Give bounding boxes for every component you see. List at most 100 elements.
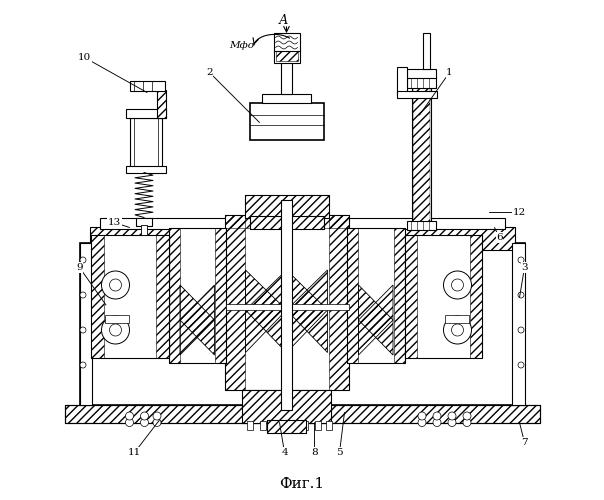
Bar xyxy=(126,108,165,118)
Text: 4: 4 xyxy=(281,448,288,457)
Bar xyxy=(512,242,524,405)
Bar xyxy=(141,225,147,235)
Circle shape xyxy=(80,257,86,263)
Text: Мфо: Мфо xyxy=(230,40,254,50)
Text: 6: 6 xyxy=(496,233,503,242)
Circle shape xyxy=(518,292,524,298)
Bar xyxy=(407,76,436,88)
Circle shape xyxy=(126,412,133,420)
Bar xyxy=(262,94,311,102)
Text: 12: 12 xyxy=(513,208,526,217)
Bar xyxy=(272,421,278,430)
Bar xyxy=(242,390,331,422)
Bar xyxy=(469,235,482,358)
Circle shape xyxy=(463,412,471,420)
Bar xyxy=(100,218,504,228)
Bar xyxy=(136,218,152,226)
Circle shape xyxy=(80,362,86,368)
Circle shape xyxy=(418,412,426,420)
Bar xyxy=(413,86,430,226)
Circle shape xyxy=(418,418,426,426)
Bar xyxy=(225,215,349,228)
Circle shape xyxy=(449,236,455,242)
Bar xyxy=(281,200,292,410)
Circle shape xyxy=(359,236,365,242)
Circle shape xyxy=(443,271,472,299)
Bar xyxy=(249,216,324,228)
Bar xyxy=(260,421,266,430)
Text: 1: 1 xyxy=(446,68,453,77)
Text: 7: 7 xyxy=(521,438,528,447)
Bar xyxy=(80,242,92,405)
Bar xyxy=(169,228,179,362)
Circle shape xyxy=(141,412,149,420)
Bar xyxy=(157,90,166,118)
Bar xyxy=(249,102,324,140)
Bar xyxy=(281,61,292,94)
Bar xyxy=(129,81,164,91)
Bar xyxy=(267,420,306,432)
Bar xyxy=(347,228,405,362)
Bar xyxy=(80,242,524,405)
Bar xyxy=(129,118,162,168)
Bar xyxy=(91,235,103,358)
Text: 3: 3 xyxy=(521,263,528,272)
Bar xyxy=(249,216,324,228)
Bar xyxy=(329,215,349,390)
Bar xyxy=(397,68,407,95)
Circle shape xyxy=(153,412,161,420)
Bar xyxy=(225,215,245,390)
Bar xyxy=(242,390,331,422)
Text: 11: 11 xyxy=(128,448,141,457)
Text: 10: 10 xyxy=(78,53,91,62)
Bar xyxy=(393,228,405,362)
Circle shape xyxy=(443,316,472,344)
Bar xyxy=(225,215,349,390)
Bar xyxy=(247,421,253,430)
Bar xyxy=(157,90,166,118)
Circle shape xyxy=(452,324,463,336)
Bar xyxy=(445,315,469,322)
Bar xyxy=(245,195,329,218)
Text: Фиг.1: Фиг.1 xyxy=(280,477,324,491)
Text: 2: 2 xyxy=(206,68,213,77)
Circle shape xyxy=(518,327,524,333)
Bar xyxy=(412,85,431,228)
Bar xyxy=(65,405,539,422)
Text: А: А xyxy=(278,14,288,28)
Circle shape xyxy=(80,292,86,298)
Circle shape xyxy=(141,418,149,426)
Bar xyxy=(326,421,332,430)
Circle shape xyxy=(518,257,524,263)
Bar xyxy=(226,304,349,310)
Circle shape xyxy=(101,271,129,299)
Bar xyxy=(405,235,482,358)
Bar xyxy=(302,421,308,430)
Circle shape xyxy=(433,412,441,420)
Circle shape xyxy=(153,418,161,426)
Bar xyxy=(169,228,226,362)
Bar xyxy=(423,34,430,68)
Bar xyxy=(267,420,306,432)
Bar xyxy=(104,315,129,322)
Circle shape xyxy=(518,362,524,368)
Bar xyxy=(126,166,165,172)
Bar xyxy=(347,228,358,362)
Circle shape xyxy=(448,412,456,420)
Circle shape xyxy=(463,418,471,426)
Bar xyxy=(215,228,226,362)
Bar xyxy=(315,421,321,430)
Text: 9: 9 xyxy=(76,263,83,272)
Bar xyxy=(275,52,298,61)
Circle shape xyxy=(433,418,441,426)
Bar xyxy=(274,34,300,51)
Circle shape xyxy=(448,418,456,426)
Text: 5: 5 xyxy=(336,448,343,457)
Bar xyxy=(91,235,169,358)
Bar xyxy=(407,221,436,230)
Circle shape xyxy=(109,279,121,291)
Text: 13: 13 xyxy=(108,218,121,227)
Circle shape xyxy=(123,236,130,242)
Circle shape xyxy=(403,236,411,242)
Bar xyxy=(274,50,300,62)
